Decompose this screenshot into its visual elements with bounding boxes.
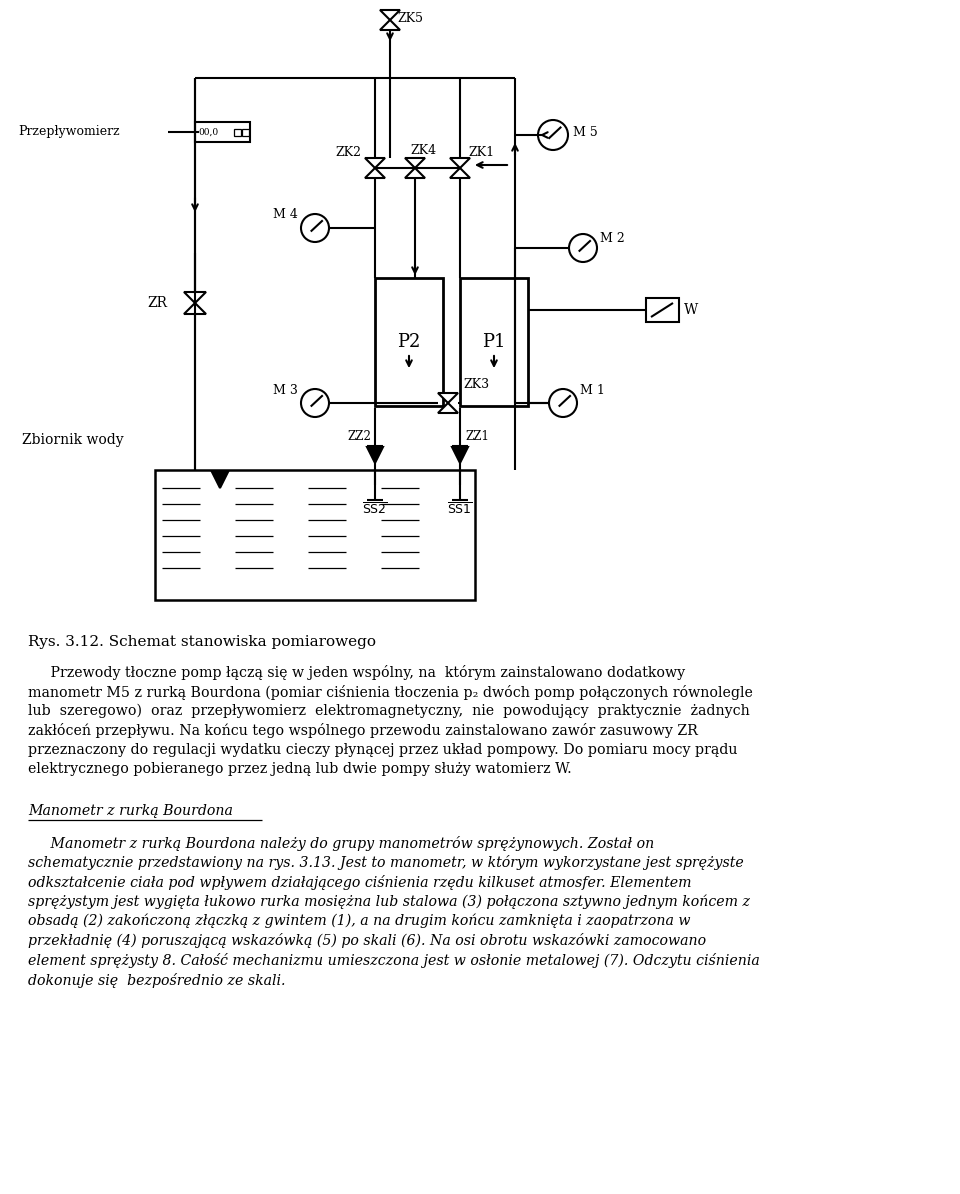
Text: M 2: M 2 [600, 232, 625, 245]
Text: odkształcenie ciała pod wpływem działającego ciśnienia rzędu kilkuset atmosfer. : odkształcenie ciała pod wpływem działają… [28, 875, 691, 890]
Text: schematycznie przedstawiony na rys. 3.13. Jest to manometr, w którym wykorzystan: schematycznie przedstawiony na rys. 3.13… [28, 855, 744, 870]
Text: manometr M5 z rurką Bourdona (pomiar ciśnienia tłoczenia p₂ dwóch pomp połączony: manometr M5 z rurką Bourdona (pomiar ciś… [28, 684, 753, 700]
Text: P1: P1 [482, 333, 506, 351]
Bar [375, 278, 443, 406]
Polygon shape [184, 303, 206, 314]
Text: Przewody tłoczne pomp łączą się w jeden wspólny, na  którym zainstalowano dodatk: Przewody tłoczne pomp łączą się w jeden … [28, 665, 685, 681]
Text: P2: P2 [397, 333, 420, 351]
Text: Przepływomierz: Przepływomierz [18, 125, 120, 139]
Polygon shape [212, 472, 228, 488]
Polygon shape [450, 158, 470, 168]
Text: ZK2: ZK2 [335, 147, 361, 160]
Text: Manometr z rurką Bourdona: Manometr z rurką Bourdona [28, 804, 233, 818]
Text: ZK3: ZK3 [463, 378, 490, 392]
Text: element sprężysty 8. Całość mechanizmu umieszczona jest w osłonie metalowej (7).: element sprężysty 8. Całość mechanizmu u… [28, 953, 759, 968]
Polygon shape [367, 447, 383, 463]
Polygon shape [380, 20, 400, 30]
Polygon shape [380, 10, 400, 20]
Bar [646, 298, 679, 322]
Text: dokonuje się  bezpośrednio ze skali.: dokonuje się bezpośrednio ze skali. [28, 972, 285, 987]
Bar [242, 129, 249, 136]
Text: ZZ1: ZZ1 [465, 431, 489, 443]
Text: ZZ2: ZZ2 [347, 431, 371, 443]
Text: $\overline{\mathsf{SS2}}$: $\overline{\mathsf{SS2}}$ [362, 503, 388, 518]
Polygon shape [405, 168, 425, 178]
Text: lub  szeregowo)  oraz  przepływomierz  elektromagnetyczny,  nie  powodujący  pra: lub szeregowo) oraz przepływomierz elekt… [28, 704, 750, 719]
Bar [195, 122, 250, 142]
Text: ZK4: ZK4 [410, 143, 436, 156]
Text: ZK1: ZK1 [468, 147, 494, 160]
Text: przekładnię (4) poruszającą wskazówką (5) po skali (6). Na osi obrotu wskazówki : przekładnię (4) poruszającą wskazówką (5… [28, 934, 707, 948]
Text: ZR: ZR [147, 296, 167, 310]
Circle shape [301, 389, 329, 417]
Text: obsadą (2) zakończoną złączką z gwintem (1), a na drugim końcu zamknięta i zaopa: obsadą (2) zakończoną złączką z gwintem … [28, 913, 690, 929]
Polygon shape [405, 158, 425, 168]
Text: 00,0: 00,0 [198, 128, 218, 136]
Polygon shape [365, 168, 385, 178]
Text: $\overline{\mathsf{SS1}}$: $\overline{\mathsf{SS1}}$ [447, 503, 473, 518]
Text: sprężystym jest wygięta łukowo rurka mosiężna lub stalowa (3) połączona sztywno : sprężystym jest wygięta łukowo rurka mos… [28, 894, 750, 909]
Text: Rys. 3.12. Schemat stanowiska pomiarowego: Rys. 3.12. Schemat stanowiska pomiaroweg… [28, 635, 376, 650]
Circle shape [301, 214, 329, 242]
Polygon shape [365, 158, 385, 168]
Text: M 1: M 1 [580, 384, 605, 398]
Text: przeznaczony do regulacji wydatku cieczy płynącej przez układ pompowy. Do pomiar: przeznaczony do regulacji wydatku cieczy… [28, 743, 737, 757]
Text: ZK5: ZK5 [397, 12, 423, 25]
Text: Manometr z rurką Bourdona należy do grupy manometrów sprężynowych. Został on: Manometr z rurką Bourdona należy do grup… [28, 836, 655, 851]
Text: elektrycznego pobieranego przez jedną lub dwie pompy służy watomierz W.: elektrycznego pobieranego przez jedną lu… [28, 763, 572, 776]
Text: M 3: M 3 [273, 384, 298, 398]
Polygon shape [453, 485, 467, 499]
Polygon shape [438, 404, 458, 413]
Circle shape [549, 389, 577, 417]
Polygon shape [450, 168, 470, 178]
Polygon shape [438, 393, 458, 404]
Polygon shape [184, 293, 206, 303]
Circle shape [569, 234, 597, 261]
Bar [460, 278, 528, 406]
Bar [234, 129, 241, 136]
Text: M 5: M 5 [573, 125, 598, 139]
Text: zakłóceń przepływu. Na końcu tego wspólnego przewodu zainstalowano zawór zasuwow: zakłóceń przepływu. Na końcu tego wspóln… [28, 724, 698, 739]
Text: W: W [684, 303, 698, 316]
Polygon shape [368, 485, 382, 499]
Polygon shape [452, 447, 468, 463]
Bar [155, 470, 475, 601]
Text: Zbiornik wody: Zbiornik wody [22, 433, 124, 447]
Text: M 4: M 4 [273, 209, 298, 222]
Circle shape [538, 121, 568, 150]
